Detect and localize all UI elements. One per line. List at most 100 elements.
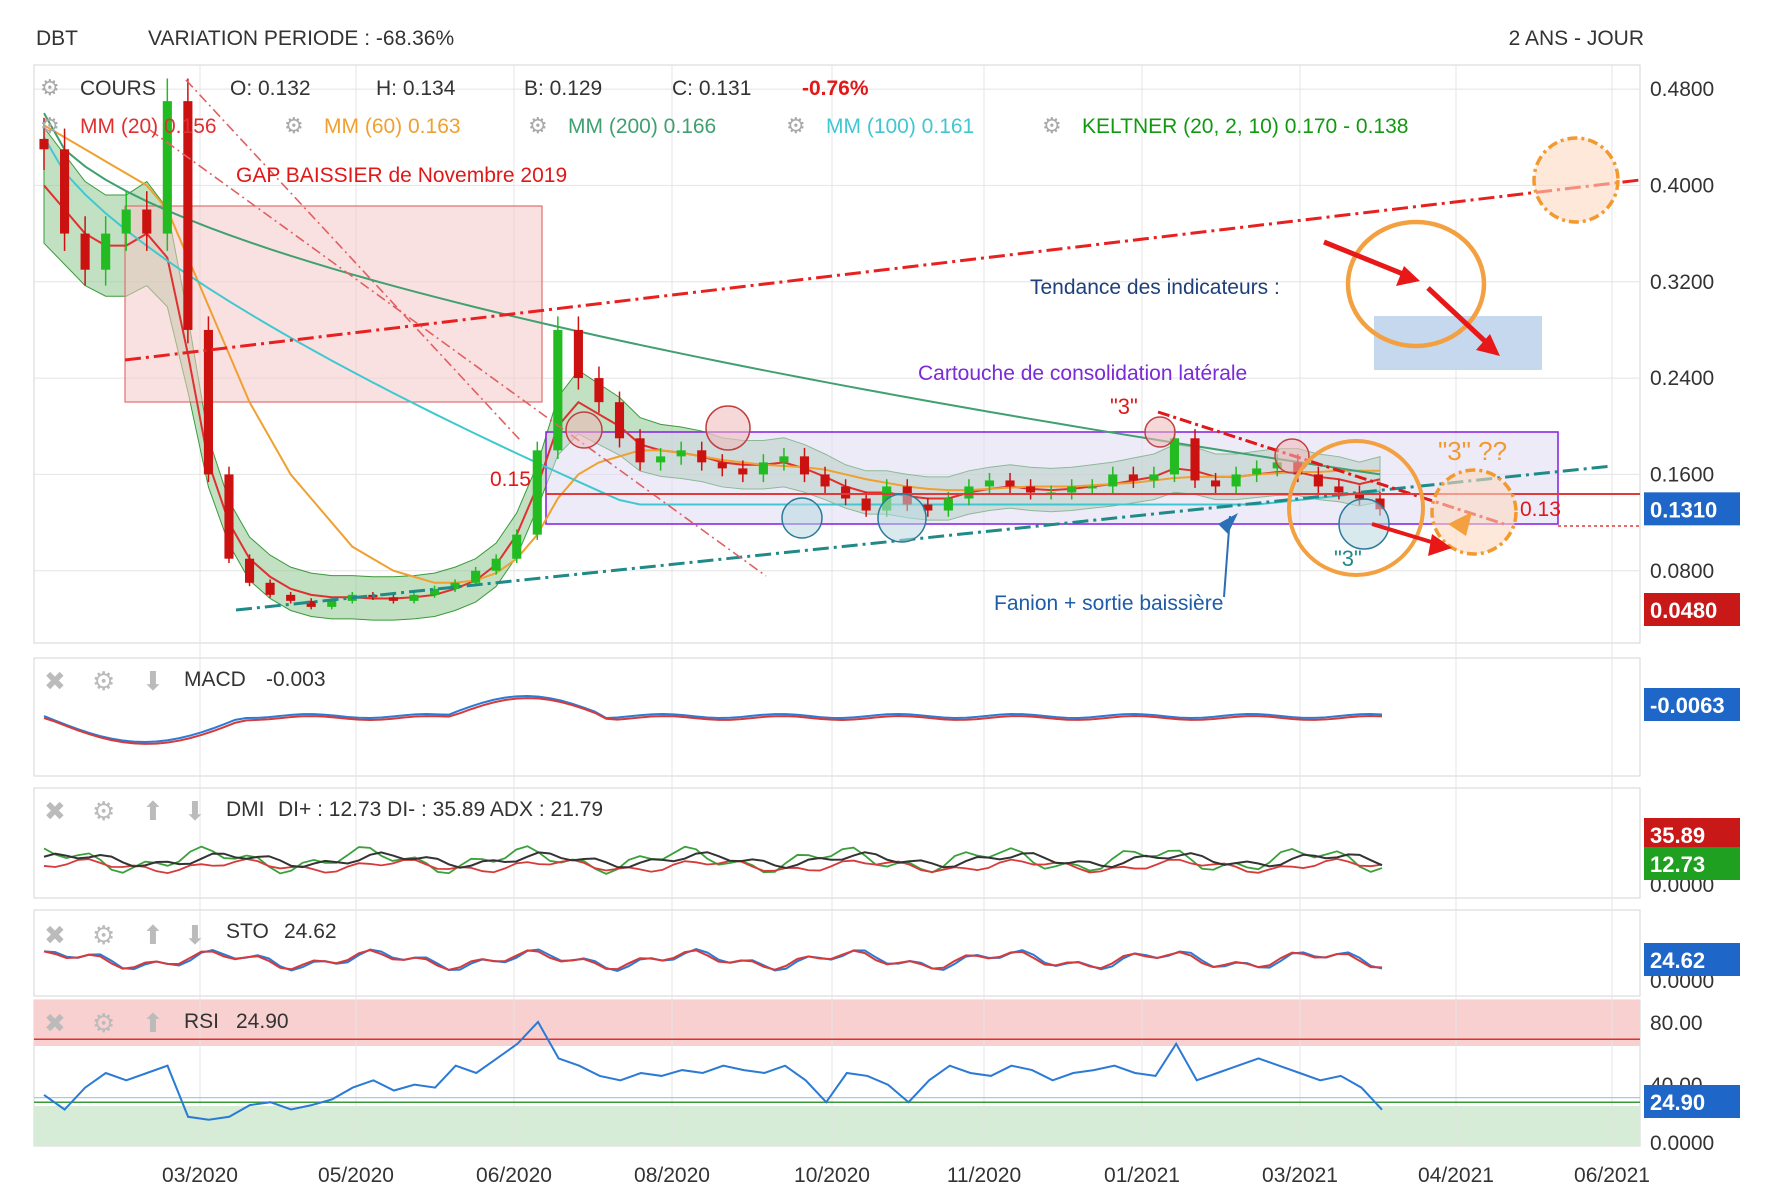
candle-body [1026, 486, 1036, 493]
sto-badge: 24.62 [1650, 948, 1705, 973]
candle-body [39, 138, 49, 150]
top-circle-3 [1144, 416, 1176, 448]
candle-body [224, 474, 234, 559]
arrow-down-icon[interactable]: ⬇ [184, 796, 206, 826]
tendance-arrow-1-head [1396, 266, 1420, 286]
low-price-badge: 0.0480 [1650, 598, 1717, 623]
rsi-value: 24.90 [236, 1010, 289, 1033]
price-y-tick: 0.2400 [1650, 367, 1714, 390]
candle-body [779, 456, 789, 463]
candle-body [388, 597, 398, 601]
gap-zone [124, 205, 543, 403]
arrow-down-icon[interactable]: ⬇ [184, 920, 206, 950]
candle-body [1067, 486, 1077, 493]
candle-body [861, 498, 871, 511]
candle-body [491, 558, 501, 571]
x-tick-label: 03/2020 [162, 1164, 238, 1187]
candle-body [1169, 438, 1180, 475]
low-value: B: 0.129 [524, 77, 602, 100]
candle-body [614, 402, 625, 439]
dmi-label: DMI [226, 798, 265, 821]
candle-body [1128, 474, 1138, 481]
gear-icon[interactable]: ⚙ [40, 75, 60, 100]
candle-body [1211, 480, 1221, 487]
candle-body [1334, 486, 1344, 493]
macd-signal-line [43, 697, 1383, 745]
bottom-circle-3 [1338, 498, 1390, 550]
gear-icon[interactable]: ⚙ [284, 113, 304, 138]
breakout-arrow-head [1428, 534, 1452, 556]
dmi-plus-badge-bg [1644, 847, 1740, 880]
close-icon[interactable]: ✖ [44, 1008, 66, 1038]
dmi-minus-badge-bg [1644, 818, 1740, 851]
top-circle-1 [565, 411, 603, 449]
tendance-arrow-2-head [1476, 334, 1500, 356]
last-price-badge-bg [1644, 492, 1740, 526]
keltner-label: KELTNER (20, 2, 10) 0.170 - 0.138 [1082, 115, 1408, 138]
arrow-up-icon[interactable]: ⬆ [142, 1008, 164, 1038]
axis-labels: 0.4800 0.4000 0.3200 0.2400 0.1600 0.0800 03/2… [162, 78, 1714, 1187]
level-013-label: 0.13 [1520, 498, 1561, 521]
close-icon[interactable]: ✖ [44, 666, 66, 696]
gear-icon[interactable]: ⚙ [92, 920, 115, 950]
candle-body [265, 582, 275, 595]
gap-label: GAP BAISSIER de Novembre 2019 [236, 164, 567, 187]
candle-body [244, 558, 255, 583]
annotations [124, 79, 1641, 612]
candle-body [142, 209, 152, 234]
x-tick-label: 06/2020 [476, 1164, 552, 1187]
macd-badge: -0.0063 [1650, 693, 1725, 718]
candle-body [1252, 468, 1262, 475]
gear-icon[interactable]: ⚙ [528, 113, 548, 138]
dmi-panel [33, 787, 1641, 899]
arrow-down-icon[interactable]: ⬇ [142, 666, 164, 696]
candle-body [429, 588, 440, 595]
breakout-circle [1287, 439, 1425, 577]
rsi-y-tick: 80.00 [1650, 1012, 1703, 1035]
gear-icon[interactable]: ⚙ [786, 113, 806, 138]
gear-icon[interactable]: ⚙ [92, 1008, 115, 1038]
close-icon[interactable]: ✖ [44, 796, 66, 826]
rsi-overbought-zone [34, 1000, 1640, 1046]
dmi-minus-badge: 35.89 [1650, 823, 1705, 848]
candle-body [553, 329, 563, 451]
arrow-up-icon[interactable]: ⬆ [142, 796, 164, 826]
tendance-circle [1345, 219, 1487, 349]
sub-panels [34, 695, 1640, 1121]
gear-icon[interactable]: ⚙ [40, 113, 60, 138]
downtrend-line-1 [149, 129, 767, 577]
downtrend-line-2 [185, 79, 521, 441]
candle-body [183, 101, 193, 330]
candle-body [1231, 474, 1241, 487]
arrow-up-icon[interactable]: ⬆ [142, 920, 164, 950]
candle-body [512, 534, 522, 559]
gear-icon[interactable]: ⚙ [92, 666, 115, 696]
mm20-label: MM (20) 0.156 [80, 115, 217, 138]
rsi-oversold-zone [34, 1106, 1640, 1146]
x-tick-label: 08/2020 [634, 1164, 710, 1187]
mm60-label: MM (60) 0.163 [324, 115, 461, 138]
tendance-arrow-1 [1323, 239, 1409, 279]
candle-body [80, 233, 90, 270]
candle-body [306, 600, 316, 607]
candle-body [656, 456, 666, 463]
top-circle-4 [1274, 438, 1310, 474]
mm200-label: MM (200) 0.166 [568, 115, 716, 138]
x-tick-label: 05/2020 [318, 1164, 394, 1187]
sto-d-line [43, 949, 1383, 971]
three-question-label: "3" ?? [1438, 436, 1507, 466]
sto-value: 24.62 [284, 920, 337, 943]
candle-body [203, 329, 213, 475]
close-icon[interactable]: ✖ [44, 920, 66, 950]
candle-body [471, 570, 481, 583]
dmi-text: DI+ : 12.73 DI- : 35.89 ADX : 21.79 [278, 798, 603, 821]
gear-icon[interactable]: ⚙ [92, 796, 115, 826]
rsi-y-tick: 0.0000 [1650, 1132, 1714, 1155]
candle-body [1087, 486, 1097, 489]
top-circle-2 [705, 405, 751, 451]
price-y-tick: 0.0800 [1650, 560, 1714, 583]
fanion-label: Fanion + sortie baissière [994, 592, 1223, 615]
gear-icon[interactable]: ⚙ [1042, 113, 1062, 138]
far-target-circle [1532, 136, 1620, 224]
candle-body [450, 582, 460, 589]
